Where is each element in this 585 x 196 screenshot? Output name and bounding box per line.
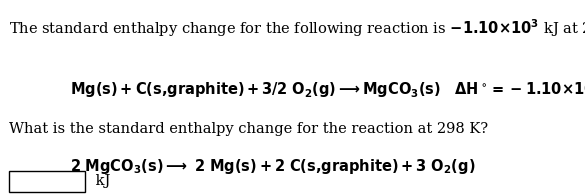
Text: The standard enthalpy change for the following reaction is $\mathbf{-1.10{\times: The standard enthalpy change for the fol… — [9, 18, 585, 39]
Text: $\mathbf{Mg(s) + C(s{,}graphite) + 3/2\ O_2(g)\longrightarrow MgCO_3(s)\quad \De: $\mathbf{Mg(s) + C(s{,}graphite) + 3/2\ … — [70, 78, 585, 100]
FancyBboxPatch shape — [9, 171, 85, 192]
Text: kJ: kJ — [91, 174, 110, 188]
Text: What is the standard enthalpy change for the reaction at 298 K?: What is the standard enthalpy change for… — [9, 122, 488, 135]
Text: $\mathbf{2\ MgCO_3(s) \longrightarrow\ 2\ Mg(s) + 2\ C(s{,}graphite) + 3\ O_2(g): $\mathbf{2\ MgCO_3(s) \longrightarrow\ 2… — [70, 157, 476, 176]
